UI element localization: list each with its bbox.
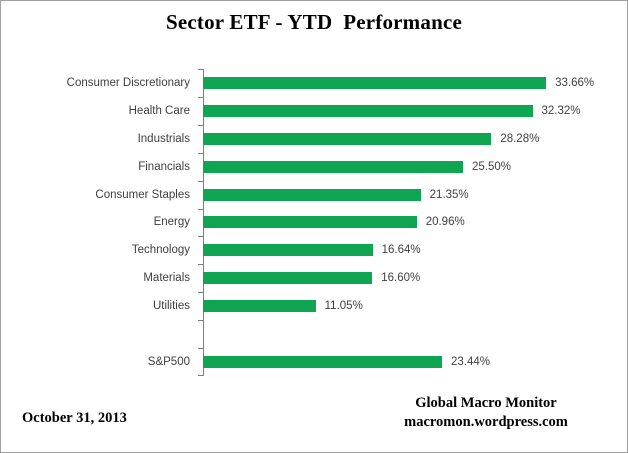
attribution-url: macromon.wordpress.com (404, 413, 568, 430)
axis-tick (198, 320, 203, 322)
bar (203, 244, 373, 257)
value-label: 20.96% (425, 216, 465, 229)
chart-row: Energy 20.96% (1, 209, 627, 237)
axis-tick (198, 375, 203, 376)
chart-row: Industrials 28.28% (1, 125, 627, 153)
category-label: Utilities (152, 300, 190, 313)
bar (203, 132, 492, 145)
bar-chart: Consumer Discretionary 33.66% Health Care 3… (1, 69, 627, 376)
value-label: 28.28% (500, 132, 540, 145)
bar (203, 300, 316, 313)
category-label: Energy (153, 216, 190, 229)
footer-date: October 31, 2013 (22, 410, 127, 426)
axis-tick (198, 69, 203, 70)
axis-tick (198, 264, 203, 266)
category-label: Industrials (137, 132, 190, 145)
value-label: 33.66% (555, 76, 595, 89)
category-label: Materials (143, 272, 190, 285)
axis-tick (198, 236, 203, 238)
value-label: 21.35% (429, 188, 469, 201)
category-label: Health Care (128, 104, 190, 117)
axis-tick (198, 124, 203, 126)
chart-row: Consumer Discretionary 33.66% (1, 69, 627, 97)
axis-tick (198, 348, 203, 350)
category-label: Consumer Staples (95, 188, 190, 201)
axis-tick (198, 152, 203, 154)
value-label: 25.50% (471, 160, 511, 173)
value-label: 16.64% (381, 244, 421, 257)
bar (203, 76, 547, 89)
axis-tick (198, 180, 203, 182)
value-label: 16.60% (381, 272, 421, 285)
category-label: Financials (138, 160, 190, 173)
chart-row: Health Care 32.32% (1, 97, 627, 125)
bar (203, 160, 463, 173)
category-label: Consumer Discretionary (66, 76, 190, 89)
chart-title: Sector ETF - YTD Performance (165, 10, 463, 34)
bar (203, 272, 373, 285)
chart-row: Financials 25.50% (1, 153, 627, 181)
value-label: 23.44% (450, 356, 490, 369)
chart-row (1, 320, 627, 348)
axis-tick (198, 96, 203, 98)
bar (203, 188, 421, 201)
value-label: 11.05% (324, 300, 363, 313)
chart-row: Consumer Staples 21.35% (1, 181, 627, 209)
chart-row: Utilities 11.05% (1, 292, 627, 320)
axis-tick (198, 292, 203, 294)
bar (203, 216, 417, 229)
category-label: S&P500 (147, 356, 190, 369)
bar (203, 104, 533, 117)
bar (203, 356, 442, 369)
chart-row: Technology 16.64% (1, 236, 627, 264)
attribution-name: Global Macro Monitor (415, 395, 557, 411)
chart-row: S&P500 23.44% (1, 348, 627, 376)
chart-row: Materials 16.60% (1, 264, 627, 292)
value-label: 32.32% (541, 104, 581, 117)
attribution: Global Macro Monitor macromon.wordpress.… (398, 394, 574, 431)
category-label: Technology (131, 244, 190, 257)
axis-tick (198, 208, 203, 210)
